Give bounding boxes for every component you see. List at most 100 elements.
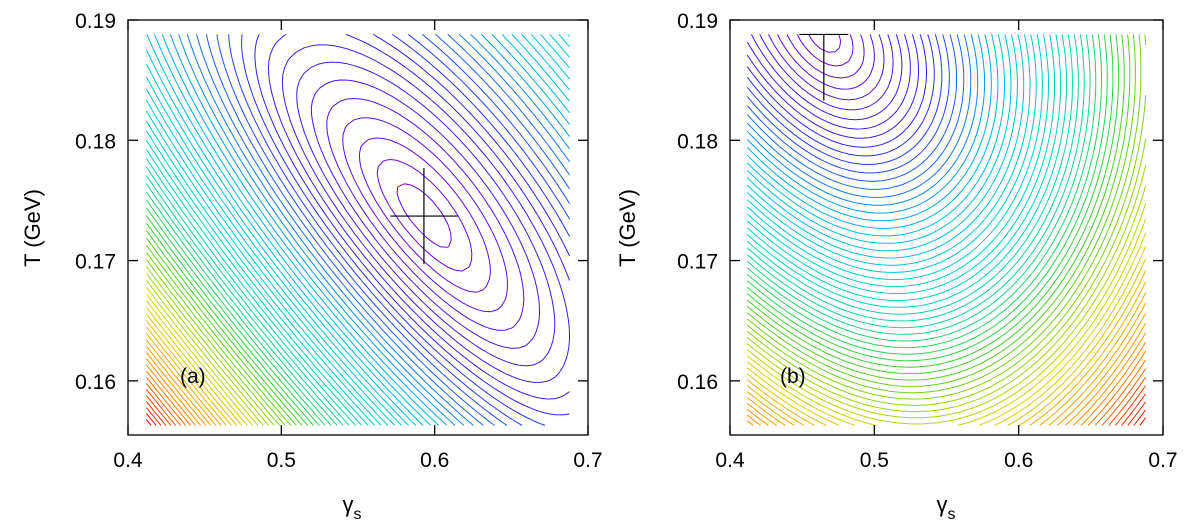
- contour-line-b-52: [746, 246, 1147, 426]
- y-tick-label-a-3: 0.19: [75, 10, 116, 33]
- contour-line-b-62: [1087, 350, 1147, 426]
- contour-line-a-8: [281, 44, 570, 383]
- chart-panel-b: 0.4 0.5 0.6 0.7 0.16 0.17 0.18 0.19 (b) T (GeV)…: [615, 10, 1178, 523]
- y-tick-label-a-1: 0.17: [75, 251, 116, 274]
- contour-line-b-30: [746, 34, 1061, 301]
- contour-line-a-44: [146, 252, 286, 426]
- contour-line-b-59: [746, 322, 1147, 426]
- contour-line-b-9: [746, 34, 919, 139]
- contour-line-a-40: [145, 222, 309, 426]
- contour-line-b-46: [746, 139, 1147, 406]
- contour-line-a-21: [146, 34, 570, 426]
- contour-line-b-40: [746, 34, 1120, 368]
- contour-line-a-62: [146, 370, 191, 426]
- contour-line-a-68: [146, 407, 162, 426]
- contour-line-b-68: [1127, 401, 1147, 426]
- contour-line-b-36: [746, 34, 1097, 342]
- contour-line-b-28: [746, 34, 1049, 288]
- y-tick-label-a-2: 0.18: [75, 130, 116, 153]
- contour-lines-b: [746, 34, 1147, 426]
- contour-line-b-67: [1121, 393, 1147, 426]
- contour-line-a-70: [146, 419, 152, 426]
- x-tick-label-a-0: 0.4: [113, 449, 143, 472]
- contour-line-b-14: [746, 34, 958, 182]
- contour-line-b-25: [746, 34, 1031, 266]
- y-axis-title-a: T (GeV): [20, 189, 45, 267]
- contour-line-a-38: [145, 207, 320, 426]
- x-axis-title-subscript-a: s: [354, 506, 362, 523]
- ticks-b: [729, 19, 1164, 435]
- x-axis-title-subscript-b: s: [948, 506, 956, 523]
- contour-line-b-49: [746, 202, 1147, 425]
- x-tick-label-b-2: 0.6: [1004, 449, 1033, 472]
- contour-line-b-37: [746, 34, 1102, 349]
- contour-line-a-14: [205, 34, 571, 426]
- contour-line-b-47: [746, 165, 1147, 413]
- contour-line-a-65: [146, 389, 177, 426]
- contour-line-a-5: [326, 98, 525, 331]
- contour-line-a-3: [358, 137, 491, 293]
- contour-line-a-31: [145, 149, 363, 426]
- contour-line-a-54: [146, 320, 232, 426]
- contour-line-a-55: [146, 326, 227, 426]
- contour-line-a-29: [145, 130, 375, 426]
- ticks-a: [127, 19, 589, 435]
- contour-line-b-20: [746, 34, 999, 229]
- contour-line-b-21: [746, 34, 1005, 237]
- contour-line-b-45: [746, 34, 1147, 400]
- contour-line-b-35: [746, 34, 1091, 335]
- x-tick-label-a-3: 0.7: [573, 449, 602, 472]
- chart-panel-a: 0.4 0.5 0.6 0.7 0.16 0.17 0.18 0.19 (a) T (GeV)…: [20, 10, 603, 523]
- contour-line-b-17: [746, 34, 979, 206]
- minimum-marker-a: [390, 167, 458, 265]
- contour-line-a-33: [145, 166, 350, 426]
- contour-line-a-6: [310, 79, 540, 349]
- contour-line-a-12: [228, 34, 571, 426]
- contour-line-b-41: [746, 34, 1125, 375]
- tick-labels-b: 0.4 0.5 0.6 0.7 0.16 0.17 0.18 0.19: [677, 10, 1177, 472]
- contour-line-a-20: [154, 34, 570, 426]
- contour-line-a-11: [241, 33, 571, 426]
- contour-line-a-28: [145, 120, 382, 426]
- contour-line-b-8: [746, 34, 911, 130]
- contour-line-b-22: [746, 34, 1012, 244]
- contour-line-b-3: [786, 34, 865, 79]
- contour-line-a-25: [145, 34, 570, 426]
- contour-line-b-65: [1108, 376, 1147, 426]
- contour-line-a-17: [178, 34, 571, 426]
- contour-line-a-41: [145, 230, 303, 426]
- contour-line-b-16: [746, 34, 972, 198]
- contour-line-b-2: [796, 34, 854, 67]
- contour-line-b-12: [746, 34, 943, 165]
- contour-line-a-22: [145, 34, 570, 426]
- contour-line-a-67: [146, 401, 167, 426]
- contour-line-a-24: [145, 34, 570, 426]
- contour-line-b-53: [746, 258, 1147, 426]
- contour-line-b-48: [746, 185, 1147, 419]
- contour-line-b-24: [746, 34, 1025, 259]
- contour-line-b-39: [746, 34, 1114, 362]
- contour-line-b-51: [746, 232, 1147, 426]
- y-tick-label-a-0: 0.16: [75, 371, 116, 394]
- contour-line-b-61: [746, 341, 1147, 426]
- contour-line-a-36: [145, 191, 332, 426]
- contour-line-a-61: [146, 364, 196, 426]
- contour-line-b-38: [746, 34, 1108, 355]
- panel-label-a: (a): [180, 365, 206, 388]
- contour-line-a-56: [146, 333, 222, 426]
- tick-labels-a: 0.4 0.5 0.6 0.7 0.16 0.17 0.18 0.19: [75, 10, 602, 472]
- contour-line-b-55: [746, 281, 1147, 426]
- contour-line-b-64: [1101, 368, 1147, 426]
- contour-line-a-59: [146, 352, 207, 426]
- contour-line-a-50: [146, 293, 253, 426]
- contour-line-a-64: [146, 383, 181, 426]
- contour-line-a-35: [145, 183, 338, 426]
- contour-line-a-32: [145, 158, 356, 426]
- plot-frame-b: [729, 19, 1164, 436]
- contour-line-b-5: [768, 34, 885, 101]
- contour-line-b-19: [746, 34, 992, 222]
- y-axis-title-b: T (GeV): [615, 189, 640, 267]
- contour-line-a-48: [146, 280, 264, 426]
- contour-line-a-18: [169, 34, 570, 426]
- contour-line-b-27: [746, 34, 1043, 280]
